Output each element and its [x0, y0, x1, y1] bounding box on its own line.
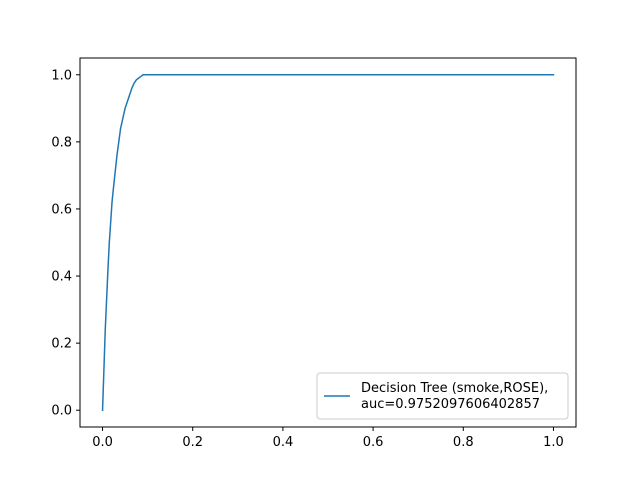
- plot-layer: [101, 74, 555, 412]
- axes-layer: 0.0 0.2 0.4 0.6 0.8 1.0 0.0 0.2 0.4 0.6 0.8 1.0: [51, 57, 577, 450]
- x-tick-label: 0.2: [182, 435, 203, 450]
- axes-frame: [79, 57, 577, 428]
- y-tick-label: 0.6: [51, 202, 72, 217]
- y-tick-label: 0.0: [51, 404, 72, 419]
- x-tick-label: 0.4: [273, 435, 294, 450]
- legend-label-line: Decision Tree (smoke,ROSE),: [361, 381, 548, 396]
- legend-label-line: auc=0.9752097606402857: [361, 397, 540, 412]
- legend: Decision Tree (smoke,ROSE),auc=0.9752097…: [316, 372, 569, 420]
- y-tick-label: 1.0: [51, 68, 72, 83]
- x-tick-label: 0.8: [453, 435, 474, 450]
- x-tick-label: 0.6: [363, 435, 384, 450]
- x-tick-label: 0.0: [92, 435, 113, 450]
- y-tick-label: 0.2: [51, 337, 72, 352]
- y-tick-label: 0.8: [51, 135, 72, 150]
- series-line-0: [101, 74, 555, 412]
- y-tick-label: 0.4: [51, 270, 72, 285]
- legend-frame: [316, 372, 569, 420]
- x-tick-label: 1.0: [543, 435, 564, 450]
